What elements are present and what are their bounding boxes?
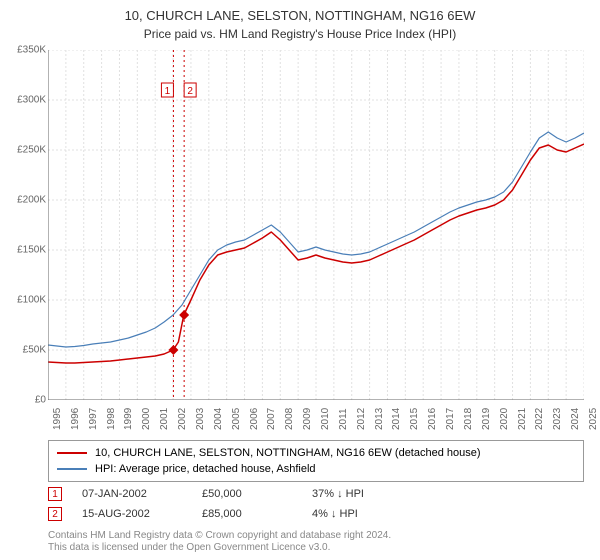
y-axis-tick-label: £0: [2, 395, 46, 406]
x-axis-tick-label: 2003: [195, 408, 206, 430]
x-axis-tick-label: 2005: [231, 408, 242, 430]
x-axis-tick-label: 1995: [52, 408, 63, 430]
line-chart-svg: 12: [48, 50, 584, 400]
x-axis-tick-label: 2007: [266, 408, 277, 430]
svg-text:2: 2: [187, 86, 193, 97]
y-axis-tick-label: £150K: [2, 245, 46, 256]
x-axis-tick-label: 2013: [374, 408, 385, 430]
legend-swatch: [57, 468, 87, 470]
event-marker-icon: 2: [48, 507, 62, 521]
event-row: 1 07-JAN-2002 £50,000 37% ↓ HPI: [48, 484, 584, 504]
event-price: £50,000: [202, 488, 292, 500]
events-table: 1 07-JAN-2002 £50,000 37% ↓ HPI 2 15-AUG-2002…: [48, 484, 584, 524]
x-axis-tick-label: 1998: [106, 408, 117, 430]
x-axis-tick-label: 2011: [338, 408, 349, 430]
svg-text:1: 1: [165, 86, 171, 97]
chart-plot-area: 12: [48, 50, 584, 400]
x-axis-tick-label: 2014: [391, 408, 402, 430]
y-axis-tick-label: £250K: [2, 145, 46, 156]
attribution-line1: Contains HM Land Registry data © Crown c…: [48, 530, 584, 542]
event-date: 07-JAN-2002: [82, 488, 182, 500]
event-row: 2 15-AUG-2002 £85,000 4% ↓ HPI: [48, 504, 584, 524]
x-axis-tick-label: 2016: [427, 408, 438, 430]
x-axis-tick-label: 2021: [517, 408, 528, 430]
x-axis-tick-label: 2017: [445, 408, 456, 430]
x-axis-tick-label: 1999: [123, 408, 134, 430]
event-price: £85,000: [202, 508, 292, 520]
x-axis-tick-label: 2009: [302, 408, 313, 430]
chart-title: 10, CHURCH LANE, SELSTON, NOTTINGHAM, NG…: [0, 0, 600, 25]
y-axis-tick-label: £50K: [2, 345, 46, 356]
x-axis-tick-label: 2008: [284, 408, 295, 430]
y-axis-tick-label: £200K: [2, 195, 46, 206]
x-axis-tick-label: 2010: [320, 408, 331, 430]
event-marker-icon: 1: [48, 487, 62, 501]
x-axis-tick-label: 2022: [534, 408, 545, 430]
legend-item: 10, CHURCH LANE, SELSTON, NOTTINGHAM, NG…: [57, 445, 575, 461]
event-change: 4% ↓ HPI: [312, 508, 402, 520]
x-axis-tick-label: 2020: [499, 408, 510, 430]
y-axis-tick-label: £100K: [2, 295, 46, 306]
legend-swatch: [57, 452, 87, 454]
attribution-text: Contains HM Land Registry data © Crown c…: [48, 530, 584, 554]
x-axis-tick-label: 2001: [159, 408, 170, 430]
x-axis-tick-label: 2023: [552, 408, 563, 430]
legend-item: HPI: Average price, detached house, Ashf…: [57, 461, 575, 477]
x-axis-tick-label: 2002: [177, 408, 188, 430]
event-change: 37% ↓ HPI: [312, 488, 402, 500]
x-axis-tick-label: 2012: [356, 408, 367, 430]
chart-legend: 10, CHURCH LANE, SELSTON, NOTTINGHAM, NG…: [48, 440, 584, 482]
x-axis-tick-label: 2004: [213, 408, 224, 430]
x-axis-tick-label: 2019: [481, 408, 492, 430]
attribution-line2: This data is licensed under the Open Gov…: [48, 542, 584, 554]
x-axis-tick-label: 1997: [88, 408, 99, 430]
chart-subtitle: Price paid vs. HM Land Registry's House …: [0, 27, 600, 41]
y-axis-tick-label: £300K: [2, 95, 46, 106]
y-axis-tick-label: £350K: [2, 45, 46, 56]
x-axis-tick-label: 2025: [588, 408, 599, 430]
x-axis-tick-label: 2006: [249, 408, 260, 430]
x-axis-tick-label: 2024: [570, 408, 581, 430]
legend-label: 10, CHURCH LANE, SELSTON, NOTTINGHAM, NG…: [95, 447, 481, 459]
legend-label: HPI: Average price, detached house, Ashf…: [95, 463, 316, 475]
x-axis-tick-label: 1996: [70, 408, 81, 430]
x-axis-tick-label: 2018: [463, 408, 474, 430]
x-axis-tick-label: 2000: [141, 408, 152, 430]
event-date: 15-AUG-2002: [82, 508, 182, 520]
x-axis-tick-label: 2015: [409, 408, 420, 430]
